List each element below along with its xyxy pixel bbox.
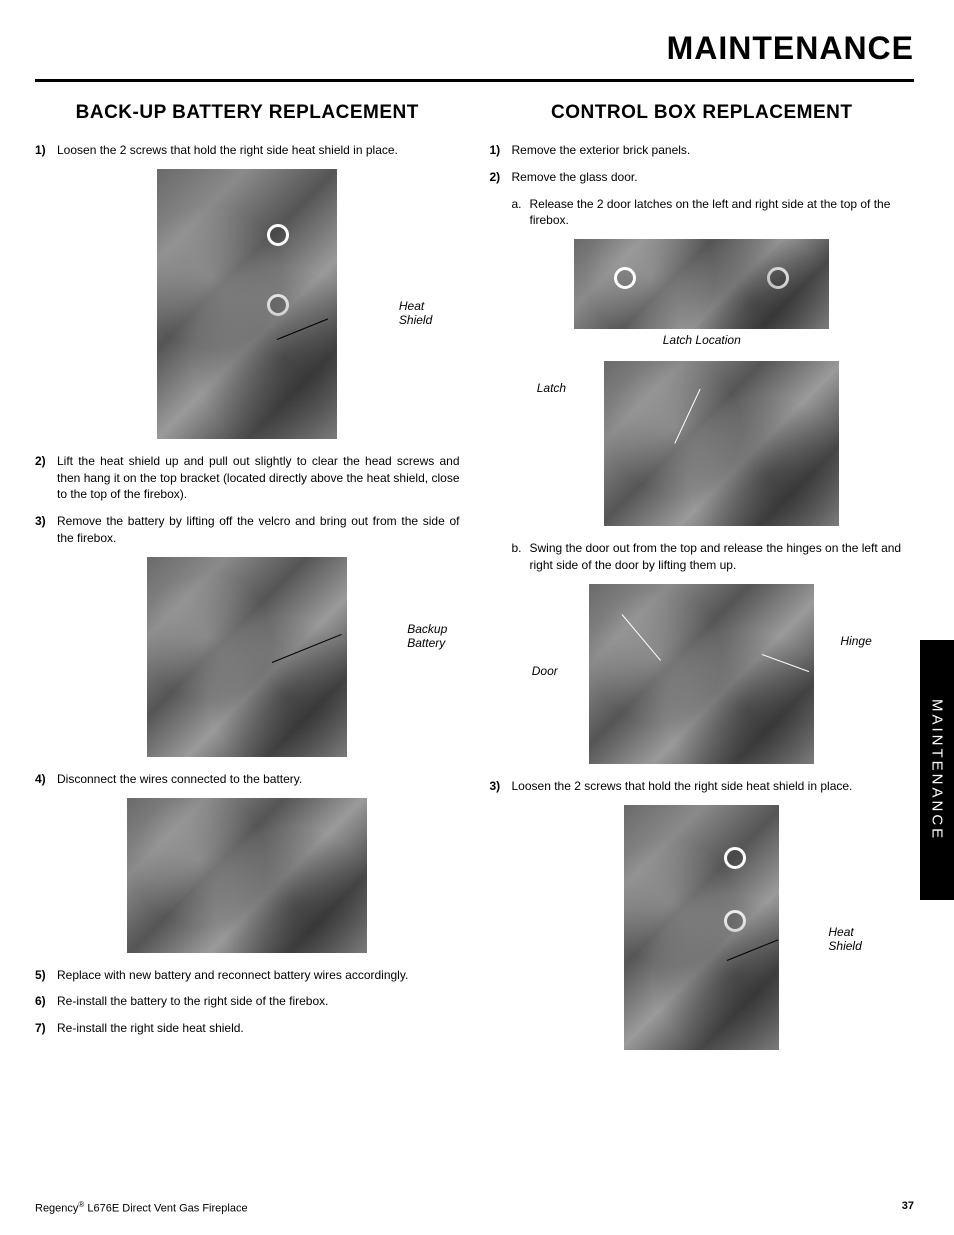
label-text: Shield (399, 313, 432, 327)
step-text: Lift the heat shield up and pull out sli… (57, 453, 460, 503)
step-number: 1) (35, 142, 57, 159)
step-text: Re-install the battery to the right side… (57, 993, 460, 1010)
footer-model: L676E Direct Vent Gas Fireplace (84, 1203, 247, 1215)
marker-circle (724, 847, 746, 869)
photo-placeholder (157, 169, 337, 439)
step-number: 2) (490, 169, 512, 186)
step-number: 5) (35, 967, 57, 984)
footer-page-number: 37 (902, 1200, 914, 1215)
section-heading-battery: BACK-UP BATTERY REPLACEMENT (35, 102, 460, 124)
marker-circle (267, 224, 289, 246)
figure-wires (117, 798, 377, 953)
step-text: Disconnect the wires connected to the ba… (57, 771, 460, 788)
step-text: Remove the exterior brick panels. (512, 142, 915, 159)
substep-letter: a. (512, 196, 530, 230)
step-item: 3) Remove the battery by lifting off the… (35, 513, 460, 547)
substep-letter: b. (512, 540, 530, 574)
figure-caption: Latch Location (663, 333, 741, 347)
photo-placeholder (574, 239, 829, 329)
footer-product: Regency® L676E Direct Vent Gas Fireplace (35, 1200, 248, 1215)
page-title: MAINTENANCE (35, 30, 914, 67)
figure-label: Latch (537, 381, 566, 395)
step-text: Loosen the 2 screws that hold the right … (512, 778, 915, 795)
two-column-layout: BACK-UP BATTERY REPLACEMENT 1) Loosen th… (35, 102, 914, 1064)
step-item: 2) Remove the glass door. (490, 169, 915, 186)
footer-brand: Regency (35, 1203, 78, 1215)
photo-placeholder (127, 798, 367, 953)
substep-item: b. Swing the door out from the top and r… (490, 540, 915, 574)
marker-circle (614, 267, 636, 289)
figure-label: Heat Shield (399, 299, 432, 327)
step-item: 5) Replace with new battery and reconnec… (35, 967, 460, 984)
step-item: 4) Disconnect the wires connected to the… (35, 771, 460, 788)
photo-placeholder (589, 584, 814, 764)
label-text: Backup (407, 622, 447, 636)
step-item: 6) Re-install the battery to the right s… (35, 993, 460, 1010)
right-column: CONTROL BOX REPLACEMENT 1) Remove the ex… (490, 102, 915, 1064)
figure-door-hinge: Door Hinge (532, 584, 872, 764)
page-footer: Regency® L676E Direct Vent Gas Fireplace… (35, 1200, 914, 1215)
step-text: Remove the glass door. (512, 169, 915, 186)
label-text: Shield (828, 939, 861, 953)
figure-label: Backup Battery (407, 622, 447, 650)
step-number: 1) (490, 142, 512, 159)
step-text: Re-install the right side heat shield. (57, 1020, 460, 1037)
step-text: Loosen the 2 screws that hold the right … (57, 142, 460, 159)
label-text: Battery (407, 636, 445, 650)
substep-text: Swing the door out from the top and rele… (530, 540, 915, 574)
photo-placeholder (147, 557, 347, 757)
figure-heat-shield-2: Heat Shield (572, 805, 832, 1050)
step-number: 3) (490, 778, 512, 795)
figure-heat-shield: Heat Shield (112, 169, 382, 439)
step-text: Replace with new battery and reconnect b… (57, 967, 460, 984)
horizontal-rule (35, 79, 914, 82)
marker-circle (767, 267, 789, 289)
step-number: 2) (35, 453, 57, 503)
side-tab-label: MAINTENANCE (929, 699, 946, 841)
section-heading-controlbox: CONTROL BOX REPLACEMENT (490, 102, 915, 124)
figure-backup-battery: Backup Battery (97, 557, 397, 757)
step-item: 7) Re-install the right side heat shield… (35, 1020, 460, 1037)
step-number: 6) (35, 993, 57, 1010)
figure-latch: Latch (542, 361, 862, 526)
substep-item: a. Release the 2 door latches on the lef… (490, 196, 915, 230)
photo-placeholder (624, 805, 779, 1050)
figure-label: Door (532, 664, 558, 678)
label-text: Heat (399, 299, 424, 313)
label-text: Heat (828, 925, 853, 939)
marker-circle (267, 294, 289, 316)
step-item: 1) Remove the exterior brick panels. (490, 142, 915, 159)
left-column: BACK-UP BATTERY REPLACEMENT 1) Loosen th… (35, 102, 460, 1064)
figure-latch-location: Latch Location (572, 239, 832, 347)
photo-placeholder (604, 361, 839, 526)
step-number: 7) (35, 1020, 57, 1037)
step-text: Remove the battery by lifting off the ve… (57, 513, 460, 547)
figure-label: Hinge (840, 634, 871, 648)
step-number: 4) (35, 771, 57, 788)
marker-circle (724, 910, 746, 932)
side-tab: MAINTENANCE (920, 640, 954, 900)
figure-label: Heat Shield (828, 925, 861, 953)
step-number: 3) (35, 513, 57, 547)
step-item: 2) Lift the heat shield up and pull out … (35, 453, 460, 503)
step-item: 3) Loosen the 2 screws that hold the rig… (490, 778, 915, 795)
substep-text: Release the 2 door latches on the left a… (530, 196, 915, 230)
step-item: 1) Loosen the 2 screws that hold the rig… (35, 142, 460, 159)
